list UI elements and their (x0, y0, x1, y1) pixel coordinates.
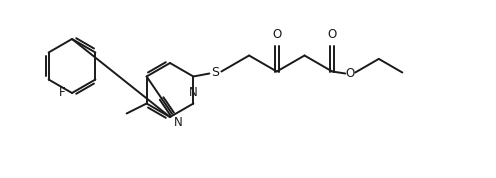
Text: O: O (346, 67, 355, 80)
Text: S: S (211, 66, 219, 79)
Text: O: O (272, 27, 281, 41)
Text: O: O (328, 27, 337, 41)
Text: F: F (60, 85, 66, 98)
Text: N: N (174, 116, 183, 129)
Text: N: N (189, 85, 198, 98)
